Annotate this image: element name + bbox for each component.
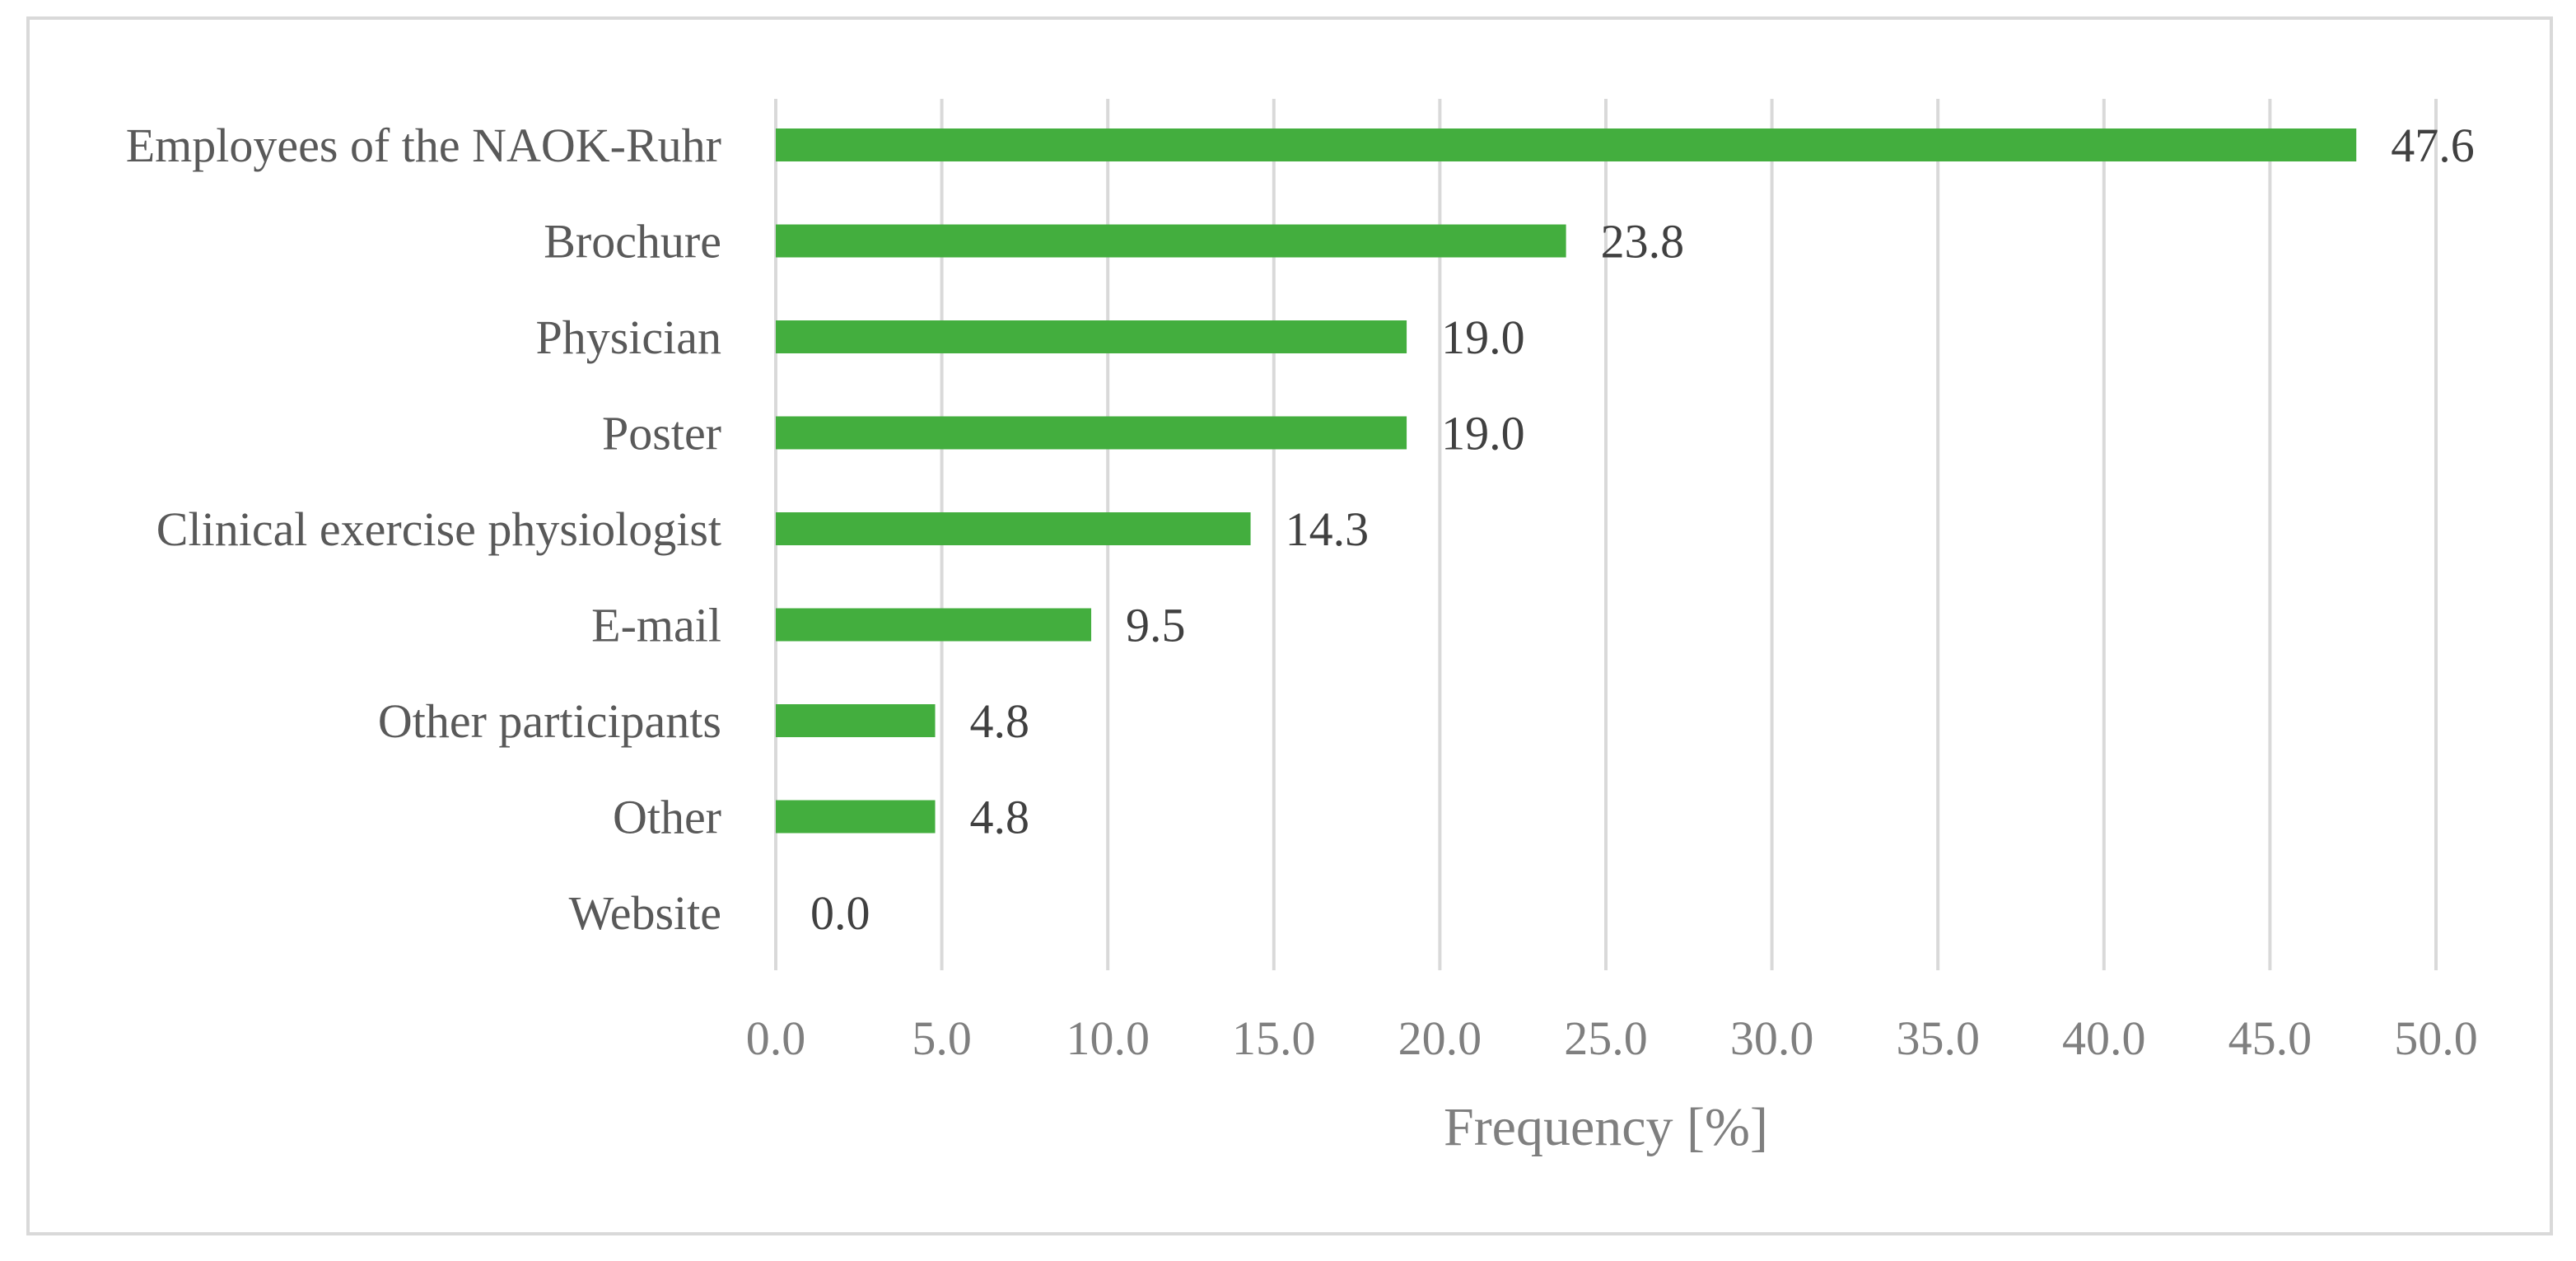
value-label: 0.0 [810,886,870,940]
category-label: Other [613,791,721,844]
category-label: Employees of the NAOK-Ruhr [126,119,721,172]
x-tick-label: 40.0 [2062,1011,2146,1065]
category-label: Brochure [544,215,721,269]
x-tick-label: 25.0 [1564,1011,1648,1065]
value-label: 47.6 [2391,119,2475,172]
x-tick-label: 10.0 [1066,1011,1150,1065]
x-tick-labels: 0.0 5.0 10.0 15.0 20.0 25.0 30.0 35.0 40.0 45.0 50… [746,1011,2478,1065]
bar [776,512,1251,545]
bar [776,128,2357,161]
bars [776,128,2357,834]
bar [776,416,1407,450]
x-tick-label: 45.0 [2228,1011,2312,1065]
category-label: Physician [535,311,721,364]
value-labels: 47.6 23.8 19.0 19.0 14.3 9.5 4.8 4.8 0.0 [810,119,2475,940]
value-label: 14.3 [1286,502,1370,556]
value-label: 4.8 [970,791,1030,844]
category-labels: Employees of the NAOK-Ruhr Brochure Physic… [126,119,721,940]
category-label: Website [569,886,721,940]
category-label: Poster [602,407,721,460]
category-label: E-mail [591,599,721,652]
bar [776,224,1566,258]
bar [776,800,936,834]
chart-frame [26,16,2553,1235]
value-label: 9.5 [1126,599,1186,652]
x-tick-label: 35.0 [1896,1011,1980,1065]
x-tick-label: 0.0 [746,1011,806,1065]
value-label: 19.0 [1441,311,1525,364]
bar [776,704,936,737]
category-label: Clinical exercise physiologist [156,502,721,556]
x-tick-label: 5.0 [912,1011,972,1065]
x-tick-label: 30.0 [1730,1011,1814,1065]
value-label: 4.8 [970,694,1030,748]
x-tick-label: 20.0 [1398,1011,1482,1065]
value-label: 19.0 [1441,407,1525,460]
x-tick-label: 50.0 [2394,1011,2478,1065]
bar [776,608,1092,642]
bar [776,320,1407,353]
category-label: Other participants [378,694,721,748]
x-axis-title: Frequency [%] [1444,1097,1768,1157]
value-label: 23.8 [1601,215,1685,269]
x-tick-label: 15.0 [1232,1011,1316,1065]
